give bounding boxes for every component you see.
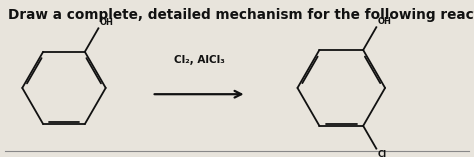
Text: Cl: Cl	[377, 150, 386, 157]
Text: Draw a complete, detailed mechanism for the following reaction.: Draw a complete, detailed mechanism for …	[8, 8, 474, 22]
Text: OH: OH	[377, 17, 391, 26]
Text: Cl₂, AlCl₃: Cl₂, AlCl₃	[173, 55, 225, 65]
Text: OH: OH	[100, 18, 113, 27]
